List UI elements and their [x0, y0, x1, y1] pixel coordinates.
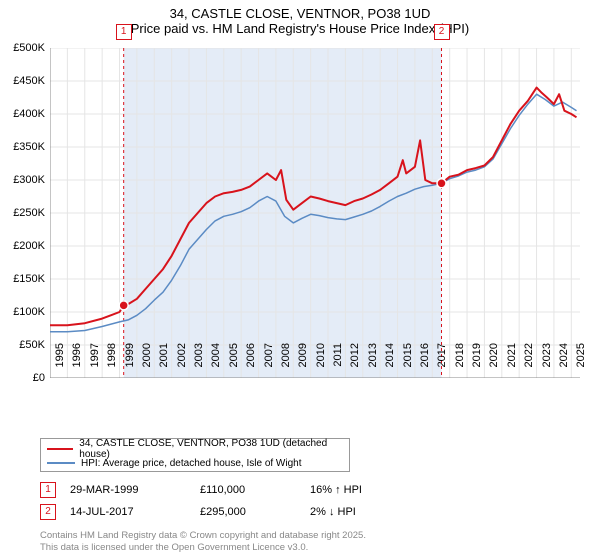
chart-area: £0£50K£100K£150K£200K£250K£300K£350K£400… [50, 48, 580, 378]
x-tick-label: 2017 [436, 343, 448, 383]
sale-date: 29-MAR-1999 [70, 484, 200, 496]
y-tick-label: £350K [0, 141, 45, 153]
sale-delta: 2% ↓ HPI [310, 506, 356, 518]
legend-row-price-paid: 34, CASTLE CLOSE, VENTNOR, PO38 1UD (det… [47, 442, 343, 456]
sale-row: 2 14-JUL-2017£295,0002% ↓ HPI [40, 504, 356, 520]
x-tick-label: 2008 [280, 343, 292, 383]
y-tick-label: £150K [0, 273, 45, 285]
sale-date: 14-JUL-2017 [70, 506, 200, 518]
y-tick-label: £250K [0, 207, 45, 219]
attribution: Contains HM Land Registry data © Crown c… [40, 530, 366, 554]
x-tick-label: 2013 [367, 343, 379, 383]
x-tick-label: 2022 [523, 343, 535, 383]
title-block: 34, CASTLE CLOSE, VENTNOR, PO38 1UD Pric… [0, 0, 600, 40]
x-tick-label: 1997 [89, 343, 101, 383]
sale-marker-flag: 1 [116, 24, 132, 40]
x-tick-label: 1998 [106, 343, 118, 383]
legend-swatch-hpi [47, 462, 75, 464]
attribution-line1: Contains HM Land Registry data © Crown c… [40, 530, 366, 542]
chart-container: 34, CASTLE CLOSE, VENTNOR, PO38 1UD Pric… [0, 0, 600, 560]
legend-label-hpi: HPI: Average price, detached house, Isle… [81, 458, 302, 469]
sale-price: £295,000 [200, 506, 310, 518]
x-tick-label: 2004 [210, 343, 222, 383]
x-tick-label: 2005 [228, 343, 240, 383]
x-tick-label: 2012 [349, 343, 361, 383]
x-tick-label: 2019 [471, 343, 483, 383]
x-tick-label: 1999 [124, 343, 136, 383]
title-address: 34, CASTLE CLOSE, VENTNOR, PO38 1UD [10, 6, 590, 21]
x-tick-label: 2007 [263, 343, 275, 383]
x-tick-label: 2000 [141, 343, 153, 383]
x-tick-label: 2011 [332, 343, 344, 383]
sale-row: 1 29-MAR-1999£110,00016% ↑ HPI [40, 482, 362, 498]
x-tick-label: 2024 [558, 343, 570, 383]
legend-row-hpi: HPI: Average price, detached house, Isle… [47, 456, 343, 470]
y-tick-label: £450K [0, 75, 45, 87]
x-tick-label: 1996 [71, 343, 83, 383]
y-tick-label: £400K [0, 108, 45, 120]
x-tick-label: 2014 [384, 343, 396, 383]
y-tick-label: £50K [0, 339, 45, 351]
title-subtitle: Price paid vs. HM Land Registry's House … [10, 21, 590, 36]
sale-delta: 16% ↑ HPI [310, 484, 362, 496]
x-tick-label: 2021 [506, 343, 518, 383]
attribution-line2: This data is licensed under the Open Gov… [40, 542, 366, 554]
chart-svg [50, 48, 580, 378]
sale-price: £110,000 [200, 484, 310, 496]
y-tick-label: £100K [0, 306, 45, 318]
x-tick-label: 2016 [419, 343, 431, 383]
x-tick-label: 2009 [297, 343, 309, 383]
x-tick-label: 2015 [402, 343, 414, 383]
x-tick-label: 2002 [176, 343, 188, 383]
y-tick-label: £300K [0, 174, 45, 186]
x-tick-label: 2010 [315, 343, 327, 383]
x-tick-label: 2023 [541, 343, 553, 383]
sale-marker-box: 1 [40, 482, 56, 498]
legend: 34, CASTLE CLOSE, VENTNOR, PO38 1UD (det… [40, 438, 350, 472]
x-tick-label: 2003 [193, 343, 205, 383]
x-tick-label: 2020 [488, 343, 500, 383]
x-tick-label: 1995 [54, 343, 66, 383]
sale-marker-flag: 2 [434, 24, 450, 40]
x-tick-label: 2001 [158, 343, 170, 383]
x-tick-label: 2025 [575, 343, 587, 383]
legend-swatch-price-paid [47, 448, 73, 450]
sale-marker-box: 2 [40, 504, 56, 520]
x-tick-label: 2006 [245, 343, 257, 383]
y-tick-label: £500K [0, 42, 45, 54]
y-tick-label: £200K [0, 240, 45, 252]
x-tick-label: 2018 [454, 343, 466, 383]
y-tick-label: £0 [0, 372, 45, 384]
